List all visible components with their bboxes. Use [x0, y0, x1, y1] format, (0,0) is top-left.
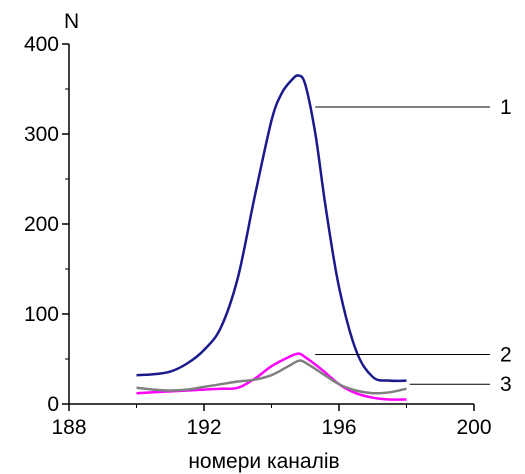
axes: 0 100 200 300 400 188 192 196 200 [24, 33, 492, 439]
callout-label-3: 3 [500, 373, 512, 396]
x-tick-label: 196 [321, 416, 356, 439]
y-axis-label: N [64, 10, 79, 33]
series-lines [136, 74, 407, 401]
callout-label-1: 1 [500, 96, 512, 119]
y-tick-label: 200 [24, 213, 59, 236]
x-tick-label: 188 [51, 416, 86, 439]
y-tick-label: 0 [47, 393, 59, 416]
callout-label-2: 2 [500, 344, 512, 367]
x-tick-label: 200 [456, 416, 491, 439]
x-tick-label: 192 [186, 416, 221, 439]
y-tick-label: 100 [24, 303, 59, 326]
x-axis-label: номери каналів [188, 450, 339, 473]
series-line-3 [136, 359, 407, 395]
y-tick-label: 300 [24, 123, 59, 146]
y-tick-label: 400 [24, 33, 59, 56]
series-line-1 [136, 74, 407, 383]
callouts: 1 2 3 [315, 96, 512, 396]
